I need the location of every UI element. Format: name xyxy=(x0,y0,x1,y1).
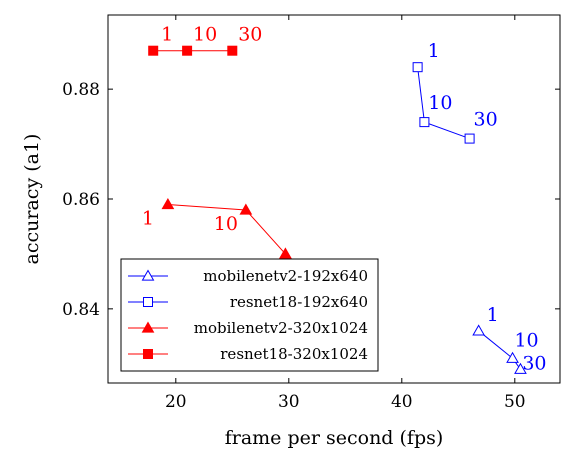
legend: mobilenetv2-192x640 resnet18-192x640 mobil… xyxy=(120,258,379,372)
legend-marker xyxy=(143,297,153,307)
y-tick-label: 0.86 xyxy=(62,190,100,210)
point-label: 10 xyxy=(428,92,452,114)
data-point xyxy=(148,45,159,56)
point-label: 1 xyxy=(487,304,499,326)
point-label: 10 xyxy=(514,329,538,351)
x-axis-title: frame per second (fps) xyxy=(225,427,444,449)
point-label: 1 xyxy=(428,40,440,62)
legend-marker xyxy=(141,321,155,333)
legend-label: resnet18-320x1024 xyxy=(220,345,368,363)
data-point xyxy=(227,45,238,56)
series-layer xyxy=(148,45,527,374)
point-label: 10 xyxy=(193,24,217,46)
point-label: 30 xyxy=(238,24,262,46)
point-label: 30 xyxy=(522,352,546,374)
data-point xyxy=(472,324,486,336)
data-point xyxy=(514,362,527,374)
data-point xyxy=(506,351,519,363)
x-tick-label: 30 xyxy=(278,392,300,412)
ticks: 20 30 40 50 0.84 0.86 0.88 xyxy=(62,15,560,412)
legend-marker xyxy=(141,269,155,281)
y-axis-title: accuracy (a1) xyxy=(21,134,43,265)
legend-marker xyxy=(143,349,153,359)
data-point xyxy=(239,203,253,215)
legend-label: mobilenetv2-320x1024 xyxy=(194,319,368,337)
legend-box xyxy=(120,258,379,372)
x-tick-label: 50 xyxy=(504,392,526,412)
legend-label: resnet18-192x640 xyxy=(230,293,368,311)
point-label: 10 xyxy=(214,213,238,235)
legend-items: mobilenetv2-192x640 resnet18-192x640 mobil… xyxy=(128,267,368,363)
x-tick-label: 20 xyxy=(165,392,187,412)
point-labels: 11030110301103011030 xyxy=(142,24,547,375)
data-point xyxy=(161,197,175,210)
y-tick-label: 0.88 xyxy=(62,80,100,100)
point-label: 30 xyxy=(474,109,498,131)
point-label: 1 xyxy=(161,24,173,46)
data-point xyxy=(182,45,193,56)
legend-label: mobilenetv2-192x640 xyxy=(203,267,368,285)
point-label: 1 xyxy=(142,207,154,229)
data-point xyxy=(419,117,430,128)
x-tick-label: 40 xyxy=(391,392,413,412)
data-point xyxy=(279,247,292,259)
data-point xyxy=(412,62,423,73)
data-point xyxy=(464,133,475,144)
y-tick-label: 0.84 xyxy=(62,300,100,320)
